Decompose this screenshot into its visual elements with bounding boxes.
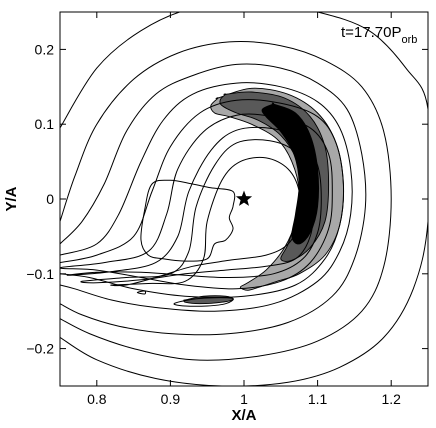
x-axis-label: X/A — [231, 407, 256, 424]
contour-line-10 — [173, 297, 234, 307]
x-tick-label: 1 — [240, 391, 248, 407]
y-tick-label: −0.2 — [26, 341, 54, 357]
contour-line-11 — [136, 290, 147, 295]
density-fills — [183, 87, 344, 305]
x-tick-label: 1.2 — [381, 391, 401, 407]
x-tick-label: 0.8 — [87, 391, 107, 407]
contour-line-6 — [66, 126, 322, 279]
contour-line-5 — [60, 113, 333, 290]
time-annotation: t=17.70Porb — [341, 24, 417, 46]
x-tick-label: 1.1 — [308, 391, 328, 407]
y-axis-label: Y/A — [3, 186, 20, 211]
y-tick-label: 0 — [46, 191, 54, 207]
y-tick-label: −0.1 — [26, 266, 54, 282]
y-tick-label: 0.1 — [35, 116, 55, 132]
y-tick-label: 0.2 — [35, 41, 55, 57]
contour-line-4 — [60, 99, 345, 298]
contour-line-1 — [60, 41, 392, 361]
star-marker-icon — [235, 190, 253, 206]
time-annotation-sub: orb — [401, 34, 417, 46]
contour-line-2 — [60, 63, 367, 336]
contour-line-7 — [80, 139, 315, 284]
time-annotation-main: t=17.70P — [341, 24, 401, 41]
contour-line-3 — [60, 82, 353, 312]
x-axis-ticks: 0.8 0.9 1 1.1 1.2 — [87, 12, 401, 407]
contour-line-9 — [140, 179, 236, 262]
y-axis-ticks: −0.2 −0.1 0 0.1 0.2 — [26, 41, 428, 357]
x-tick-label: 0.9 — [161, 391, 181, 407]
contour-line-8 — [110, 156, 302, 287]
filled-region-inner-2 — [261, 102, 319, 245]
